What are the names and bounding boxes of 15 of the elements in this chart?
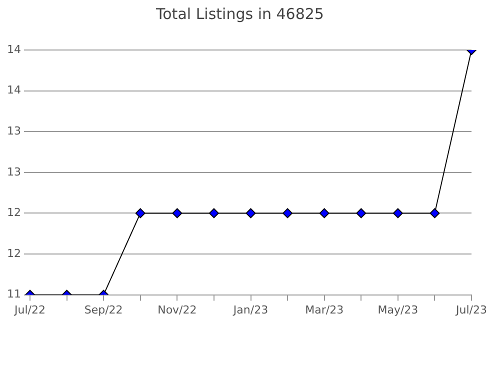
- x-tick-label: Nov/22: [158, 303, 197, 316]
- y-tick-label: 12: [6, 246, 21, 260]
- x-tick-label: Mar/23: [305, 303, 344, 316]
- x-tick-label: May/23: [378, 303, 418, 316]
- y-tick-label: 13: [6, 165, 21, 178]
- x-tick-label: Jan/23: [232, 303, 268, 316]
- x-tick-label: Sep/22: [84, 303, 123, 316]
- x-tick-label: Jul/23: [455, 303, 488, 316]
- y-tick-label: 13: [6, 124, 21, 138]
- y-tick-label: 14: [6, 42, 21, 56]
- y-tick-label: 14: [6, 84, 21, 97]
- x-tick-label: Jul/22: [14, 303, 46, 316]
- chart-title: Total Listings in 46825: [155, 4, 324, 23]
- y-tick-label: 11: [6, 288, 21, 301]
- y-tick-label: 12: [6, 206, 21, 220]
